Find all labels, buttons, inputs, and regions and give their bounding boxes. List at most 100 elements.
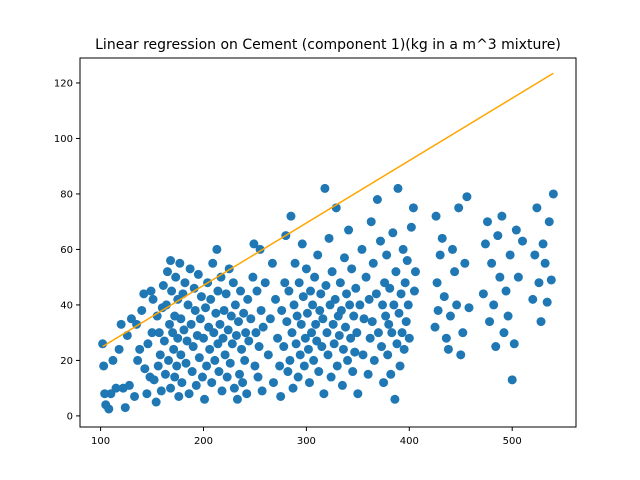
data-point (326, 372, 336, 382)
data-point (273, 333, 283, 343)
data-point (536, 317, 546, 327)
data-point (276, 391, 286, 401)
data-point (120, 403, 130, 413)
data-point (361, 272, 371, 282)
data-point (210, 355, 220, 365)
y-tick-label: 60 (60, 245, 73, 256)
data-point (431, 211, 441, 221)
data-point (235, 369, 245, 379)
data-point (248, 272, 258, 282)
data-point (546, 275, 556, 285)
data-point (206, 294, 216, 304)
data-point (386, 369, 396, 379)
data-point (363, 369, 373, 379)
data-point (100, 389, 110, 399)
x-axis: 100 200 300 400 500 (91, 427, 522, 447)
data-point (279, 342, 289, 352)
data-point (308, 300, 318, 310)
data-point (277, 305, 287, 315)
data-point (371, 289, 381, 299)
data-point (147, 328, 157, 338)
data-point (275, 361, 285, 371)
data-point (400, 278, 410, 288)
data-point (448, 244, 458, 254)
data-point (304, 378, 314, 388)
data-point (548, 189, 558, 199)
data-point (186, 319, 196, 329)
data-point (155, 350, 165, 360)
data-point (280, 278, 290, 288)
x-tick-label: 200 (194, 436, 213, 447)
data-point (480, 239, 490, 249)
data-point (249, 239, 259, 249)
data-point (209, 328, 219, 338)
data-point (154, 328, 164, 338)
data-point (146, 286, 156, 296)
chart-title: Linear regression on Cement (component 1… (95, 37, 561, 53)
data-point (327, 267, 337, 277)
data-point (384, 319, 394, 329)
data-point (408, 203, 418, 213)
data-point (542, 297, 552, 307)
data-point (387, 328, 397, 338)
data-point (260, 278, 270, 288)
data-point (300, 333, 310, 343)
data-point (297, 239, 307, 249)
data-point (159, 336, 169, 346)
x-tick-label: 100 (91, 436, 110, 447)
data-point (194, 353, 204, 363)
data-point (359, 314, 369, 324)
data-point (243, 294, 253, 304)
data-point (369, 355, 379, 365)
data-point (171, 272, 181, 282)
data-point (213, 286, 223, 296)
data-point (142, 389, 152, 399)
data-point (329, 339, 339, 349)
data-point (505, 250, 515, 260)
data-point (530, 250, 540, 260)
data-point (185, 264, 195, 274)
data-point (433, 305, 443, 315)
data-point (293, 372, 303, 382)
data-point (460, 258, 470, 268)
data-point (230, 300, 240, 310)
data-point (350, 347, 360, 357)
data-point (342, 289, 352, 299)
data-point (393, 183, 403, 193)
data-point (401, 317, 411, 327)
data-point (478, 289, 488, 299)
data-point (532, 203, 542, 213)
data-point (133, 355, 143, 365)
data-point (292, 311, 302, 321)
data-point (216, 272, 226, 282)
data-point (289, 300, 299, 310)
data-point (222, 372, 232, 382)
data-point (252, 286, 262, 296)
data-point (347, 264, 357, 274)
data-point (503, 311, 513, 321)
data-point (170, 372, 180, 382)
data-point (544, 217, 554, 227)
data-point (437, 233, 447, 243)
data-point (513, 272, 523, 282)
data-points (98, 183, 558, 414)
data-point (181, 358, 191, 368)
data-point (509, 339, 519, 349)
y-tick-label: 80 (60, 189, 73, 200)
data-point (285, 355, 295, 365)
data-point (497, 211, 507, 221)
data-point (337, 380, 347, 390)
data-point (352, 328, 362, 338)
data-point (404, 333, 414, 343)
data-point (196, 292, 206, 302)
data-point (392, 339, 402, 349)
data-point (364, 294, 374, 304)
data-point (357, 244, 367, 254)
data-point (313, 250, 323, 260)
data-point (338, 344, 348, 354)
data-point (267, 258, 277, 268)
data-point (332, 361, 342, 371)
data-point (385, 283, 395, 293)
data-point (306, 286, 316, 296)
data-point (316, 289, 326, 299)
